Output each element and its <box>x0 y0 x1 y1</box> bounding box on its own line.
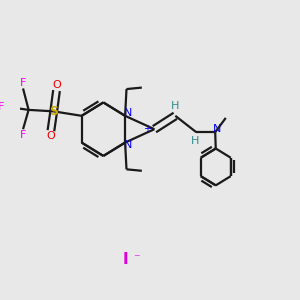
Text: O: O <box>46 131 55 141</box>
Text: F: F <box>20 130 26 140</box>
Text: H: H <box>190 136 199 146</box>
Text: ⁻: ⁻ <box>134 252 140 265</box>
Text: I: I <box>123 253 128 268</box>
Text: +: + <box>143 124 152 134</box>
Text: S: S <box>49 105 58 118</box>
Text: F: F <box>20 77 26 88</box>
Text: N: N <box>213 124 222 134</box>
Text: N: N <box>124 108 133 118</box>
Text: F: F <box>0 102 5 112</box>
Text: H: H <box>171 101 179 111</box>
Text: O: O <box>53 80 62 90</box>
Text: N: N <box>124 140 133 150</box>
